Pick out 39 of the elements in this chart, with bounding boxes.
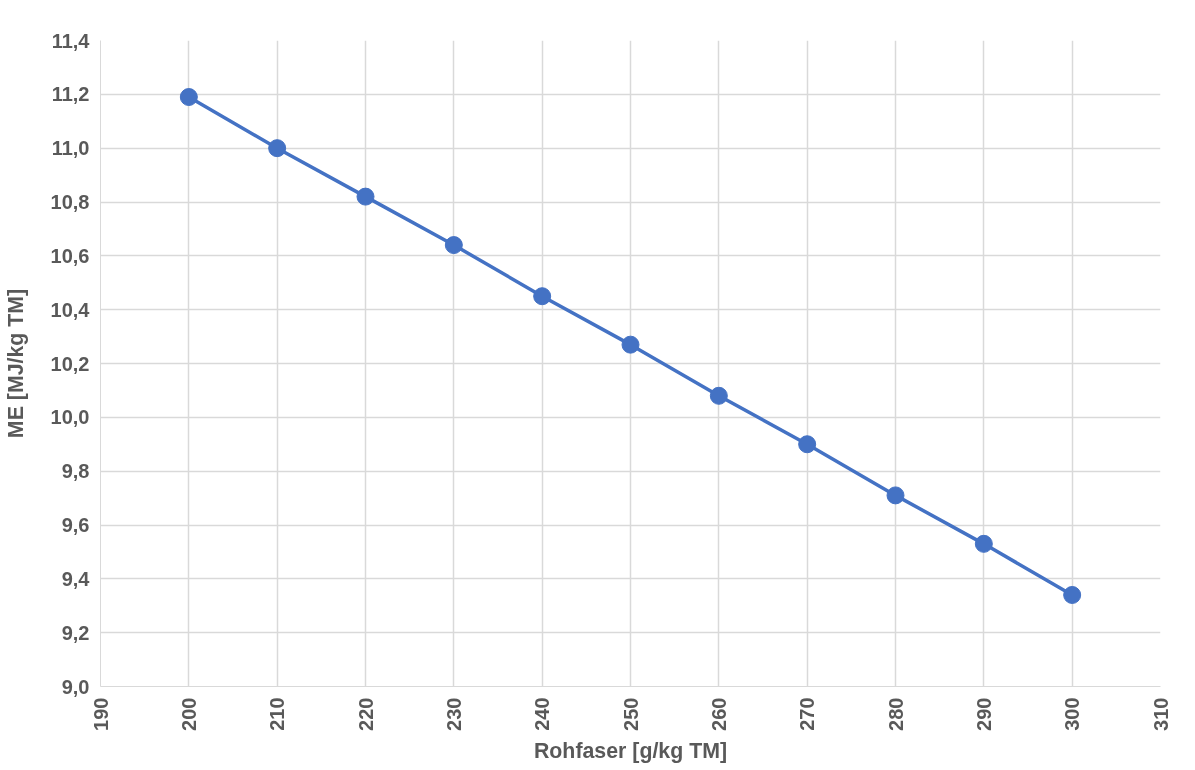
x-tick-label: 290: [972, 697, 995, 731]
x-tick-label: 230: [442, 697, 465, 731]
point: [268, 139, 287, 158]
x-tick-label: 270: [796, 697, 819, 731]
point: [356, 187, 375, 206]
x-tick-label: 200: [177, 697, 200, 731]
y-tick-label: 10,4: [50, 298, 91, 321]
point: [533, 287, 552, 306]
x-tick-label: 310: [1149, 697, 1172, 731]
point: [886, 486, 905, 505]
y-tick-label: 9,2: [61, 621, 90, 644]
y-tick-label: 11,4: [51, 29, 91, 52]
x-tick-label: 250: [619, 697, 642, 731]
y-tick-label: 11,0: [51, 137, 90, 160]
y-tick-label: 9,0: [61, 675, 90, 698]
x-tick-label: 220: [354, 697, 377, 731]
point: [1063, 586, 1082, 604]
point: [621, 335, 640, 354]
x-tick-label: 210: [266, 697, 289, 731]
y-tick-label: 9,4: [61, 567, 91, 590]
point: [709, 386, 728, 405]
x-tick-label: 240: [531, 697, 554, 731]
y-tick-label: 9,8: [61, 460, 90, 483]
point: [798, 435, 817, 454]
x-tick-label: 300: [1061, 697, 1084, 731]
y-tick-label: 10,8: [50, 191, 90, 213]
point: [179, 88, 198, 107]
x-tick-label: 260: [707, 697, 730, 731]
y-tick-label: 11,2: [51, 83, 90, 106]
y-tick-label: 10,6: [50, 244, 90, 267]
x-axis-title: Rohfaser [g/kg TM]: [533, 738, 728, 763]
x-tick-label: 190: [89, 697, 112, 731]
point: [444, 236, 463, 255]
y-tick-label: 9,6: [61, 514, 90, 536]
y-axis-title: ME [MJ/kg TM]: [3, 288, 28, 439]
x-tick-label: 280: [884, 697, 907, 731]
y-tick-label: 10,2: [50, 352, 90, 375]
y-tick-label: 10,0: [50, 406, 90, 429]
point: [974, 534, 993, 553]
